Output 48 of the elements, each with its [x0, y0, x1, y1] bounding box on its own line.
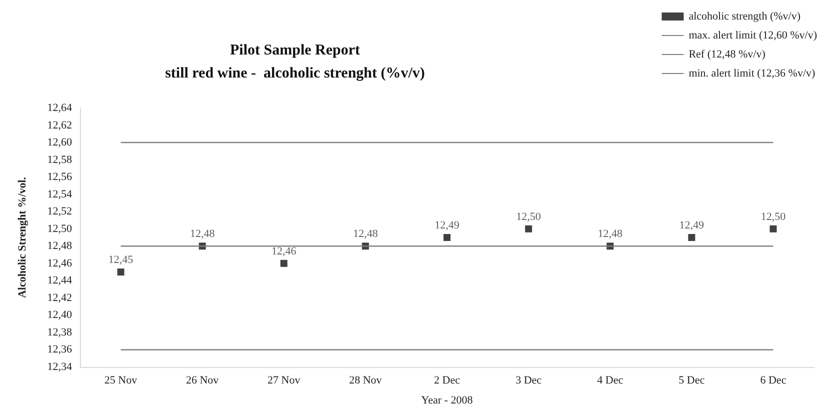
y-tick-label: 12,52 [47, 206, 72, 218]
x-tick-label: 4 Dec [597, 374, 624, 386]
point [770, 225, 777, 232]
y-tick-label: 12,58 [47, 154, 72, 166]
point [280, 260, 288, 267]
x-tick-label: 3 Dec [516, 374, 542, 386]
y-tick-label: 12,40 [47, 309, 72, 322]
point [117, 268, 124, 276]
data-label: 12,48 [190, 228, 216, 240]
y-tick-label: 12,42 [47, 292, 72, 304]
y-tick-label: 12,50 [47, 222, 72, 235]
x-tick-label: 6 Dec [760, 374, 786, 386]
data-label: 12,50 [516, 210, 542, 223]
chart-title: Pilot Sample Report [230, 42, 360, 58]
data-label: 12,45 [108, 254, 134, 266]
data-label: 12,50 [760, 210, 786, 223]
x-axis-title: Year - 2008 [421, 394, 474, 406]
x-tick-label: 26 Nov [186, 374, 220, 386]
data-label: 12,49 [679, 220, 705, 232]
y-tick-label: 12,56 [47, 171, 72, 184]
x-tick-label: 5 Dec [678, 374, 705, 386]
data-label: 12,49 [434, 220, 460, 232]
data-label: 12,46 [272, 245, 297, 258]
y-tick-label: 12,38 [47, 326, 72, 338]
y-tick-label: 12,36 [47, 344, 72, 356]
y-axis-title: Alcoholic Strenght %/vol. [16, 176, 28, 298]
legend-label: max. alert limit (12,60 %v/v) [688, 30, 818, 42]
legend-label: min. alert limit (12,36 %v/v) [688, 68, 816, 80]
point [444, 234, 450, 241]
data-label: 12,48 [353, 228, 378, 240]
x-tick-label: 25 Nov [104, 374, 138, 386]
data-label: 12,48 [598, 228, 623, 240]
x-tick-label: 2 Dec [434, 374, 460, 386]
legend-label: alcoholic strength (%v/v) [688, 10, 801, 22]
y-tick-label: 12,48 [47, 240, 72, 252]
y-tick-label: 12,64 [47, 102, 72, 114]
y-tick-label: 12,62 [47, 119, 72, 132]
y-tick-label: 12,54 [47, 188, 72, 200]
y-tick-label: 12,34 [47, 361, 72, 373]
x-tick-label: 27 Nov [268, 374, 301, 386]
y-tick-label: 12,46 [47, 257, 72, 270]
x-tick-label: 28 Nov [349, 374, 382, 386]
y-tick-label: 12,60 [47, 136, 72, 149]
chart-subtitle: still red wine - alcoholic strenght (%v/v) [165, 66, 425, 82]
point [525, 225, 532, 232]
legend-label: Ref (12,48 %v/v) [688, 48, 766, 60]
y-tick-label: 12,44 [47, 274, 72, 287]
point [688, 234, 696, 241]
